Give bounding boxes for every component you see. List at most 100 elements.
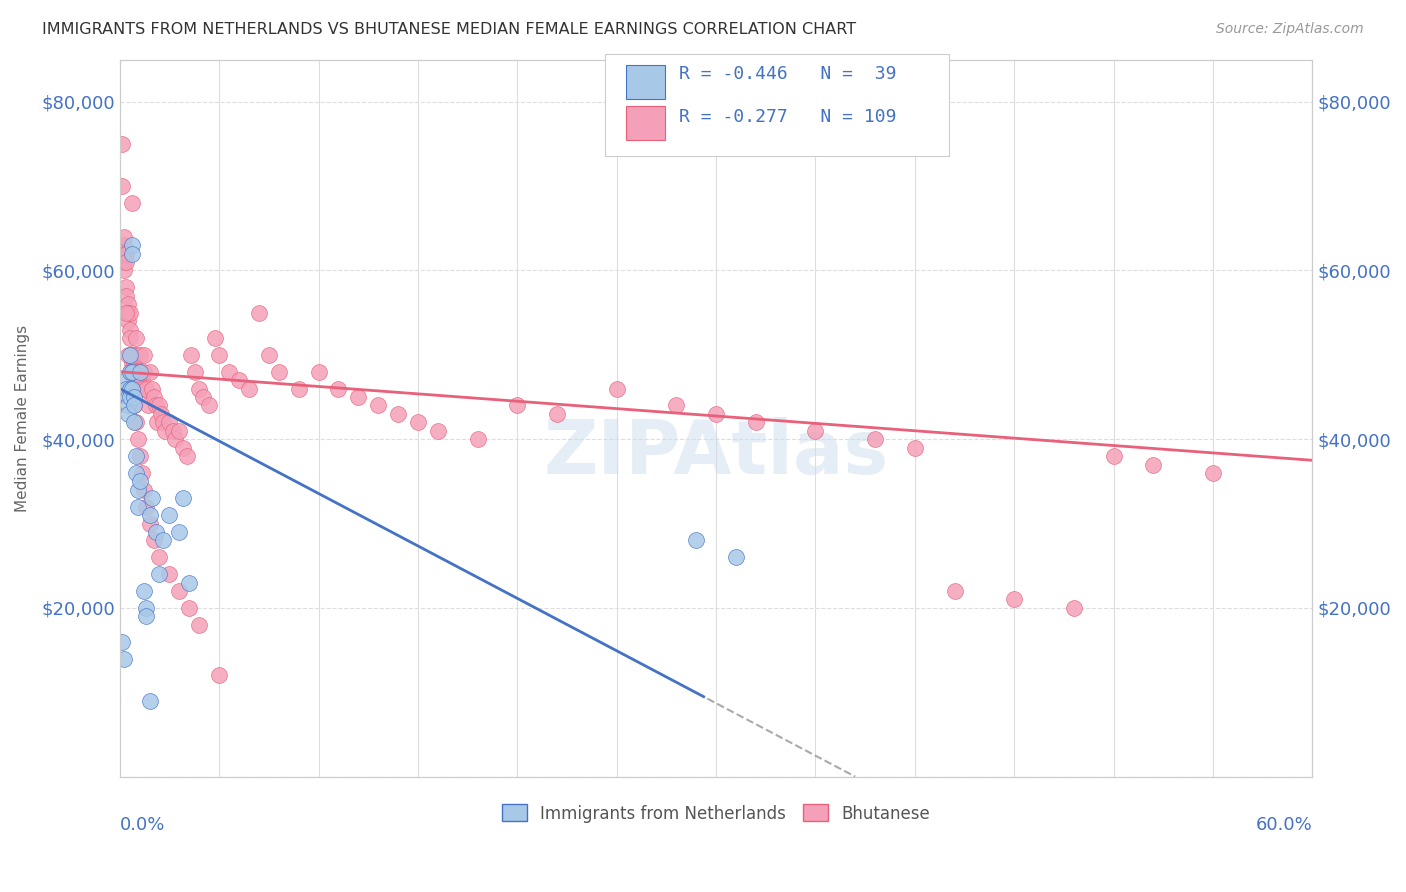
Point xyxy=(112,229,135,244)
Legend: Immigrants from Netherlands, Bhutanese: Immigrants from Netherlands, Bhutanese xyxy=(495,797,936,830)
Point xyxy=(238,382,260,396)
Point xyxy=(1142,458,1164,472)
Point xyxy=(1002,592,1025,607)
Point xyxy=(128,475,150,489)
Point xyxy=(606,382,628,396)
Point xyxy=(228,373,250,387)
Point xyxy=(1063,601,1085,615)
Point xyxy=(145,524,167,539)
Point xyxy=(124,331,146,345)
Point xyxy=(1102,449,1125,463)
Point xyxy=(172,491,194,506)
Point xyxy=(128,365,150,379)
Point xyxy=(124,466,146,480)
Point xyxy=(128,365,150,379)
Point xyxy=(121,382,143,396)
Point xyxy=(117,390,139,404)
Point xyxy=(122,399,145,413)
Point xyxy=(121,365,143,379)
Point xyxy=(308,365,330,379)
Point xyxy=(114,306,136,320)
Point xyxy=(118,365,141,379)
Text: Source: ZipAtlas.com: Source: ZipAtlas.com xyxy=(1216,22,1364,37)
Point xyxy=(114,289,136,303)
Point xyxy=(122,399,145,413)
Point xyxy=(157,508,180,522)
Point xyxy=(128,449,150,463)
Point xyxy=(121,196,143,211)
Point xyxy=(114,246,136,260)
Point xyxy=(122,390,145,404)
Point xyxy=(124,348,146,362)
Point xyxy=(132,365,155,379)
Point xyxy=(180,348,202,362)
Point xyxy=(145,399,167,413)
Point xyxy=(121,382,143,396)
Point xyxy=(132,348,155,362)
Y-axis label: Median Female Earnings: Median Female Earnings xyxy=(15,325,30,512)
Point xyxy=(138,694,160,708)
Point xyxy=(155,424,177,438)
Point xyxy=(118,365,141,379)
Point xyxy=(122,356,145,370)
Point xyxy=(208,668,231,682)
Point xyxy=(132,483,155,497)
Point xyxy=(138,365,160,379)
Point xyxy=(169,524,191,539)
Point xyxy=(112,255,135,269)
Point xyxy=(111,634,134,648)
Point xyxy=(218,365,240,379)
Point xyxy=(127,500,149,514)
Text: R = -0.446   N =  39: R = -0.446 N = 39 xyxy=(679,65,897,83)
Point xyxy=(128,348,150,362)
Point xyxy=(179,575,201,590)
Point xyxy=(117,306,139,320)
Point xyxy=(142,390,165,404)
Point xyxy=(112,246,135,260)
Point xyxy=(118,348,141,362)
Point xyxy=(665,399,688,413)
Point xyxy=(117,314,139,328)
Point xyxy=(118,382,141,396)
Point xyxy=(162,424,184,438)
Point xyxy=(131,373,153,387)
Point xyxy=(904,441,927,455)
Point xyxy=(127,382,149,396)
Point xyxy=(208,348,231,362)
Point xyxy=(184,365,207,379)
Point xyxy=(546,407,568,421)
Point xyxy=(121,356,143,370)
Point xyxy=(141,491,163,506)
Point xyxy=(150,407,173,421)
Point xyxy=(142,533,165,548)
Text: IMMIGRANTS FROM NETHERLANDS VS BHUTANESE MEDIAN FEMALE EARNINGS CORRELATION CHAR: IMMIGRANTS FROM NETHERLANDS VS BHUTANESE… xyxy=(42,22,856,37)
Point xyxy=(467,432,489,446)
Point xyxy=(247,306,270,320)
Point xyxy=(176,449,198,463)
Point xyxy=(943,584,966,599)
Point xyxy=(121,348,143,362)
Point xyxy=(193,390,215,404)
Point xyxy=(141,382,163,396)
Point xyxy=(188,382,211,396)
Point xyxy=(121,365,143,379)
Point xyxy=(367,399,389,413)
Point xyxy=(118,322,141,336)
Point xyxy=(135,382,157,396)
Point xyxy=(426,424,449,438)
Point xyxy=(114,255,136,269)
Point xyxy=(114,280,136,294)
Point xyxy=(135,500,157,514)
Point xyxy=(136,399,159,413)
Point xyxy=(117,297,139,311)
Point xyxy=(148,550,170,565)
Text: R = -0.277   N = 109: R = -0.277 N = 109 xyxy=(679,108,897,126)
Point xyxy=(165,432,187,446)
Point xyxy=(152,533,174,548)
Point xyxy=(152,415,174,429)
Point xyxy=(257,348,280,362)
Point xyxy=(112,651,135,665)
Point xyxy=(127,373,149,387)
Point xyxy=(121,246,143,260)
Point xyxy=(148,399,170,413)
